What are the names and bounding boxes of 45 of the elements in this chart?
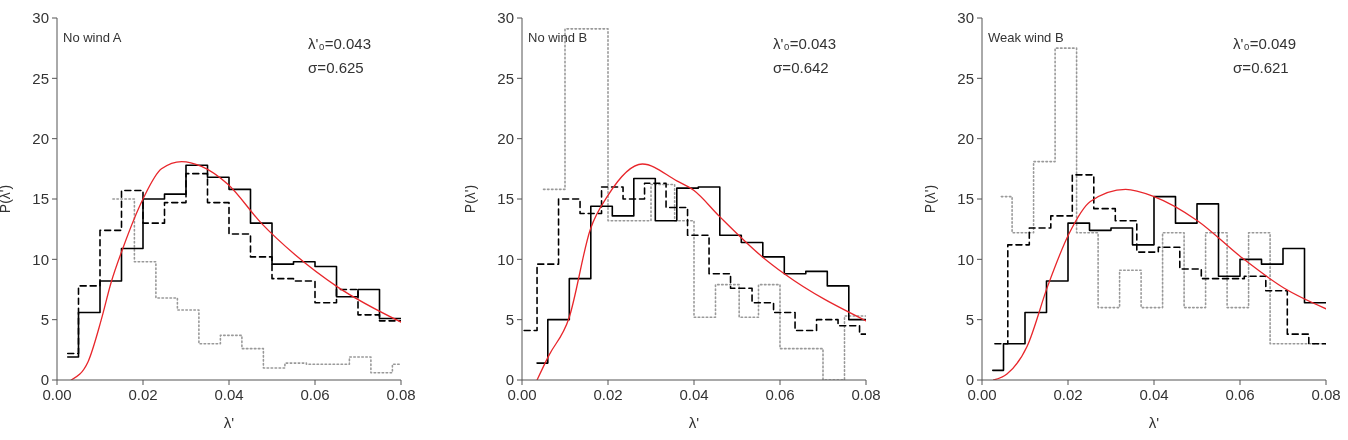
y-tick-label: 20 (497, 129, 514, 147)
y-tick-label: 25 (32, 69, 49, 87)
annotation: σ=0.621 (1233, 58, 1290, 78)
y-tick-label: 25 (497, 69, 514, 87)
y-tick-label: 5 (505, 310, 514, 328)
y-tick-label: 30 (32, 9, 49, 27)
x-tick-label: 0.02 (128, 385, 158, 403)
y-tick-label: 10 (497, 250, 514, 268)
y-tick-label: 15 (497, 190, 514, 208)
y-tick-label: 25 (957, 69, 974, 87)
x-axis-title: λ' (1148, 414, 1160, 431)
y-tick-label: 10 (32, 250, 49, 268)
y-tick-label: 15 (957, 190, 974, 208)
y-axis-title: P(λ') (921, 184, 938, 214)
annotation: λ'₀=0.043 (308, 34, 371, 54)
x-tick-label: 0.08 (1311, 385, 1341, 403)
y-tick-label: 5 (40, 310, 49, 328)
y-tick-label: 15 (32, 190, 49, 208)
annotation: λ'₀=0.049 (1233, 34, 1296, 54)
y-tick-label: 5 (965, 310, 974, 328)
y-tick-label: 20 (32, 129, 49, 147)
annotation: No wind B (528, 30, 588, 45)
y-tick-label: 20 (957, 129, 974, 147)
y-tick-label: 30 (497, 9, 514, 27)
annotation: σ=0.642 (773, 58, 830, 78)
x-tick-label: 0.06 (300, 385, 330, 403)
annotation: σ=0.625 (308, 58, 365, 78)
x-tick-label: 0.04 (214, 385, 244, 403)
annotation: λ'₀=0.043 (773, 34, 836, 54)
x-tick-label: 0.08 (386, 385, 416, 403)
y-tick-label: 10 (957, 250, 974, 268)
y-axis-title: P(λ') (461, 184, 478, 214)
annotation: Weak wind B (988, 30, 1064, 45)
annotation: No wind A (63, 30, 122, 45)
x-tick-label: 0.02 (593, 385, 623, 403)
x-tick-label: 0.04 (679, 385, 709, 403)
y-tick-label: 30 (957, 9, 974, 27)
x-tick-label: 0.04 (1139, 385, 1169, 403)
x-axis-title: λ' (223, 414, 235, 431)
x-axis-title: λ' (688, 414, 700, 431)
x-tick-label: 0.06 (765, 385, 795, 403)
y-axis-title: P(λ') (0, 184, 13, 214)
x-tick-label: 0.06 (1225, 385, 1255, 403)
x-tick-label: 0.02 (1053, 385, 1083, 403)
x-tick-label: 0.08 (851, 385, 881, 403)
